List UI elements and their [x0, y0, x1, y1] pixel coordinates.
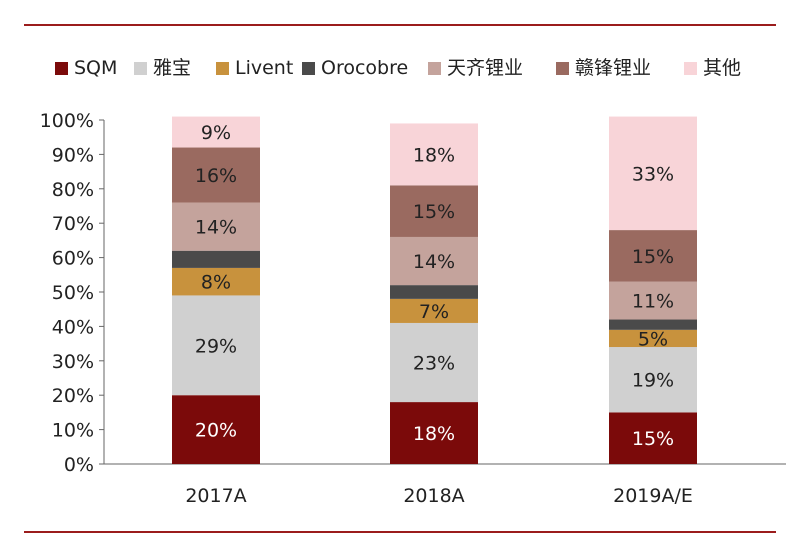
bar-segment-Orocobre — [390, 285, 478, 299]
data-label: 5% — [638, 328, 668, 350]
legend-label: 赣锋锂业 — [575, 57, 651, 79]
y-tick-label: 80% — [52, 179, 94, 201]
bar-segment-其他 — [609, 116, 697, 231]
y-tick-label: 20% — [52, 385, 94, 407]
bar-segment-Orocobre — [609, 319, 697, 330]
bar-segment-雅宝 — [609, 347, 697, 413]
legend-swatch-天齐锂业 — [428, 62, 441, 75]
data-label: 7% — [419, 301, 449, 323]
y-tick-label: 100% — [40, 110, 94, 132]
y-tick-label: 30% — [52, 351, 94, 373]
legend-swatch-SQM — [55, 62, 68, 75]
bar-segment-其他 — [172, 116, 260, 148]
data-label: 18% — [413, 423, 455, 445]
data-label: 15% — [413, 201, 455, 223]
bar-segment-天齐锂业 — [172, 202, 260, 251]
bar-segment-赣锋锂业 — [609, 230, 697, 282]
x-tick-label: 2017A — [185, 485, 246, 507]
data-label: 15% — [632, 428, 674, 450]
legend-label: 其他 — [703, 57, 741, 79]
bar-segment-雅宝 — [390, 322, 478, 403]
legend-label: SQM — [74, 57, 117, 79]
bar-segment-赣锋锂业 — [390, 185, 478, 237]
bar-segment-Livent — [609, 329, 697, 348]
legend-swatch-雅宝 — [134, 62, 147, 75]
data-label: 23% — [413, 353, 455, 375]
data-label: 15% — [632, 246, 674, 268]
x-tick-label: 2018A — [403, 485, 464, 507]
bottom-rule — [24, 531, 776, 533]
legend-swatch-其他 — [684, 62, 697, 75]
top-rule — [24, 24, 776, 26]
y-tick-label: 50% — [52, 282, 94, 304]
data-label: 8% — [201, 272, 231, 294]
legend-swatch-Livent — [216, 62, 229, 75]
legend-swatch-Orocobre — [302, 62, 315, 75]
bar-segment-Orocobre — [172, 250, 260, 268]
bar-segment-SQM — [609, 412, 697, 464]
bar-segment-天齐锂业 — [609, 281, 697, 320]
y-tick-label: 60% — [52, 248, 94, 270]
legend-label: 天齐锂业 — [447, 57, 523, 79]
y-tick-label: 40% — [52, 316, 94, 338]
data-label: 9% — [201, 122, 231, 144]
data-label: 14% — [195, 217, 237, 239]
legend-label: Livent — [235, 57, 293, 79]
bar-segment-Livent — [172, 267, 260, 296]
legend-label: Orocobre — [321, 57, 408, 79]
y-tick-label: 10% — [52, 420, 94, 442]
data-label: 16% — [195, 165, 237, 187]
bar-segment-SQM — [390, 402, 478, 464]
bar-segment-SQM — [172, 395, 260, 464]
data-label: 33% — [632, 163, 674, 185]
x-tick-label: 2019A/E — [613, 485, 693, 507]
bar-segment-其他 — [390, 123, 478, 186]
y-tick-label: 90% — [52, 144, 94, 166]
data-label: 20% — [195, 420, 237, 442]
data-label: 19% — [632, 370, 674, 392]
data-label: 11% — [632, 291, 674, 313]
data-label: 14% — [413, 251, 455, 273]
bar-segment-赣锋锂业 — [172, 147, 260, 203]
legend-swatch-赣锋锂业 — [556, 62, 569, 75]
y-tick-label: 0% — [64, 454, 94, 476]
data-label: 29% — [195, 335, 237, 357]
bar-segment-天齐锂业 — [390, 236, 478, 286]
legend-label: 雅宝 — [153, 57, 191, 79]
y-tick-label: 70% — [52, 213, 94, 235]
data-label: 18% — [413, 144, 455, 166]
bar-segment-雅宝 — [172, 295, 260, 396]
bar-segment-Livent — [390, 298, 478, 323]
